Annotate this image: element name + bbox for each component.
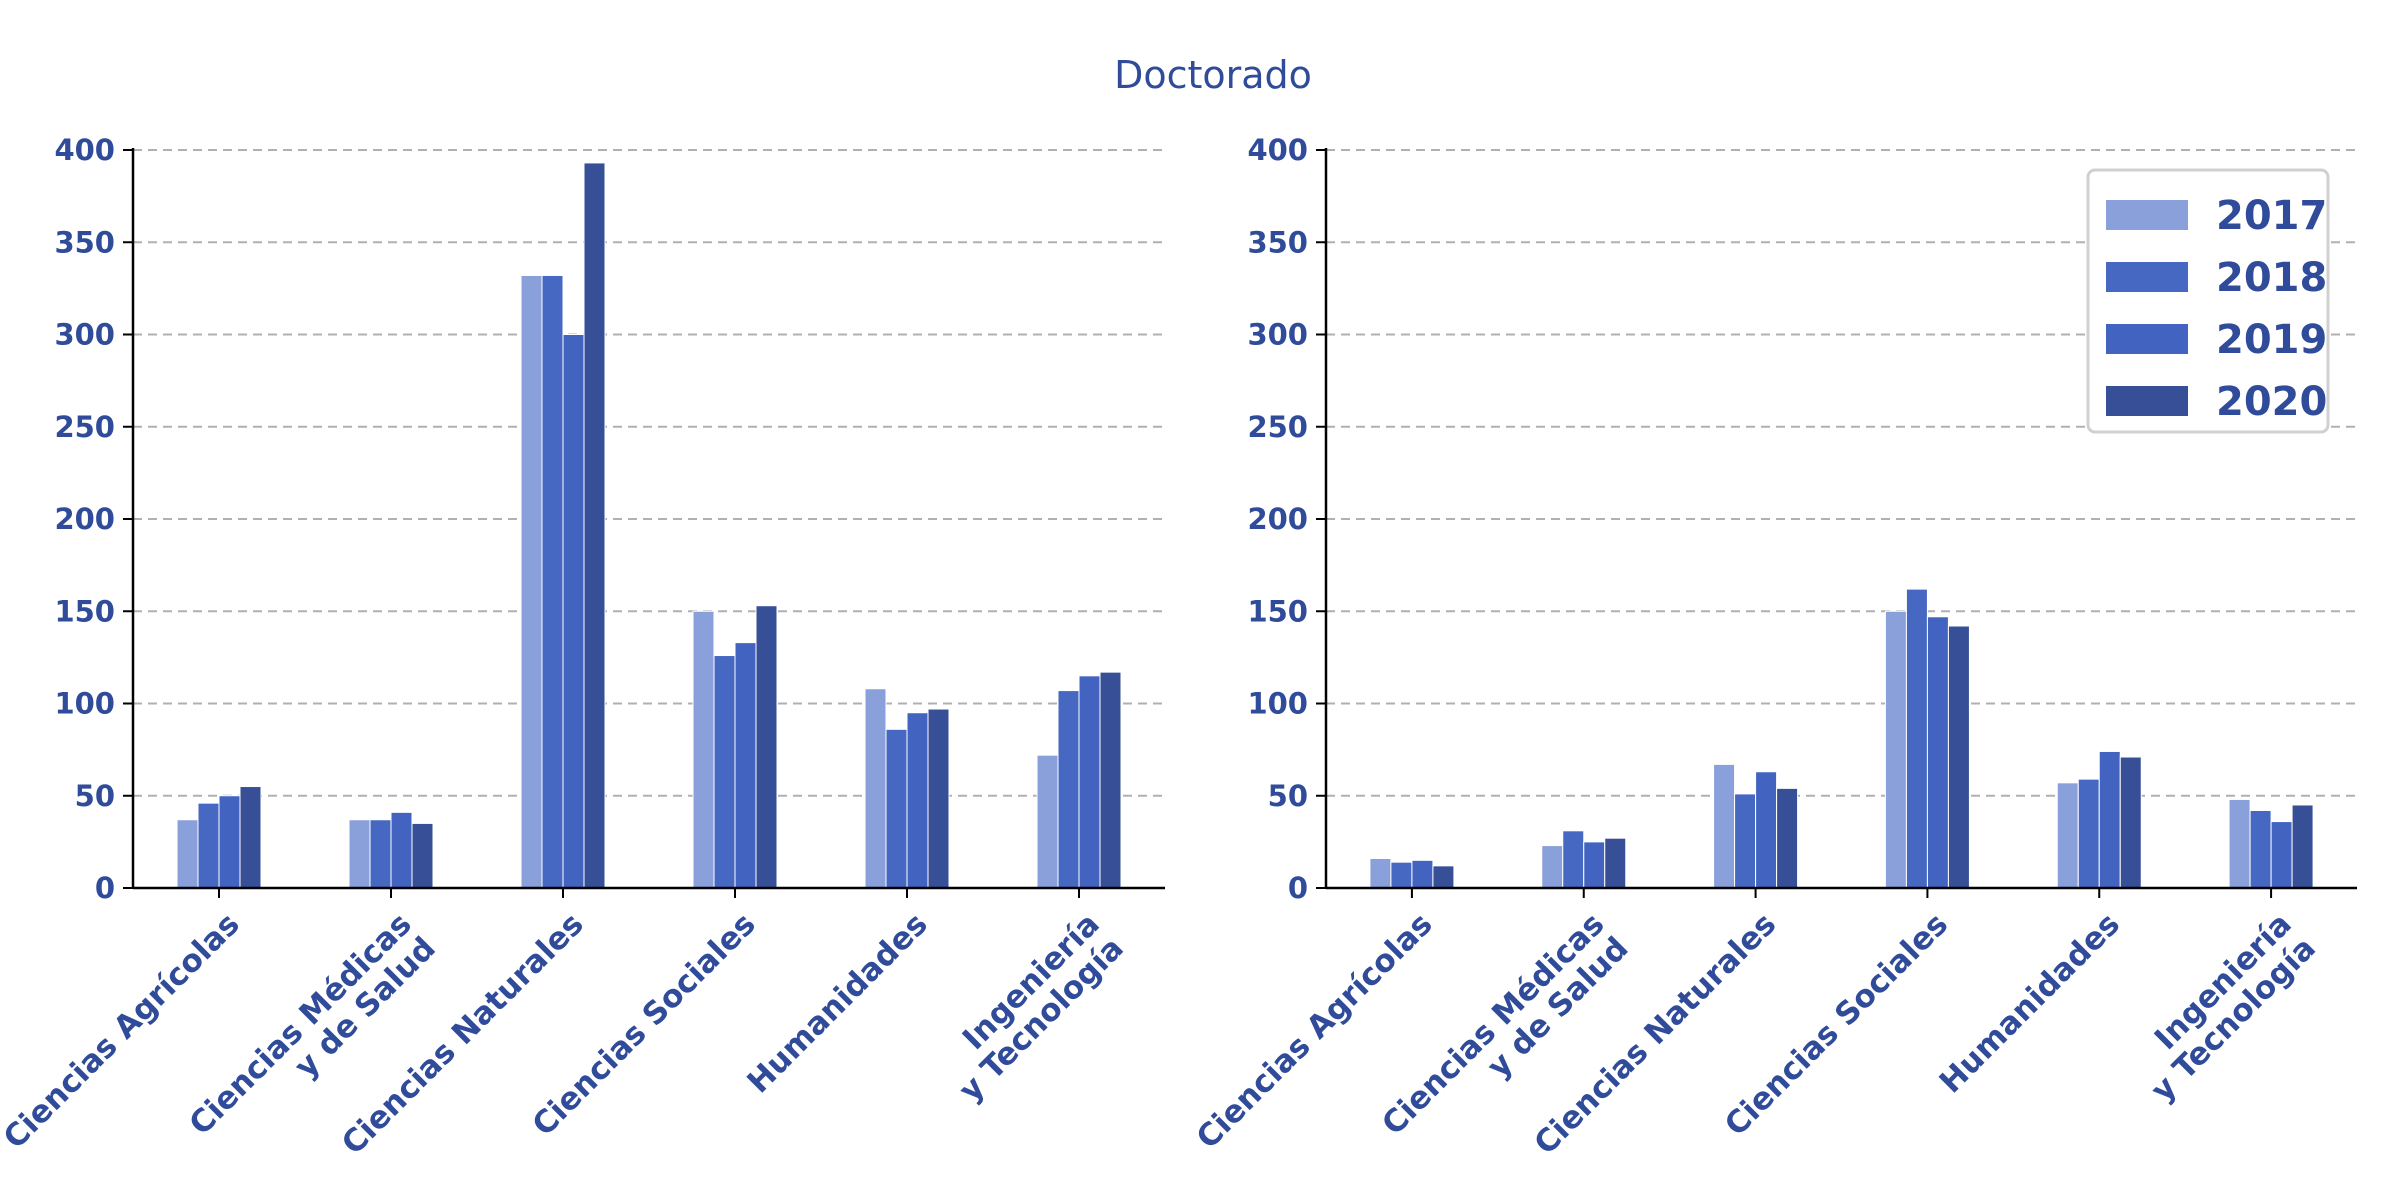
y-tick-label: 50 (75, 779, 115, 813)
bar-2017 (520, 274, 543, 889)
legend-label-2017: 2017 (2216, 193, 2327, 239)
bar-2019 (1078, 675, 1101, 889)
bar-2019 (1411, 859, 1434, 889)
bar-2019 (218, 795, 241, 889)
x-tick-label: Ingenieríay Tecnología (928, 906, 1131, 1109)
bar-2018 (1905, 588, 1928, 889)
bar-2018 (1390, 861, 1413, 889)
legend-swatch-2017 (2106, 200, 2188, 230)
y-tick-label: 150 (1247, 594, 1308, 628)
legend-swatch-2018 (2106, 262, 2188, 292)
y-tick-label: 200 (54, 502, 115, 536)
bar-2020 (1776, 787, 1799, 889)
y-tick-labels: 0 50 100 150 200 250 300 350 400 (1247, 133, 1326, 905)
bar-2020 (583, 162, 606, 889)
bar-2017 (2228, 798, 2251, 889)
panel-left: 0 50 100 150 200 250 300 350 400 Ciencias Agrícol… (0, 133, 1165, 1162)
bar-2020 (411, 822, 434, 889)
bar-2018 (197, 802, 220, 889)
bar-2017 (1036, 754, 1059, 889)
legend-swatch-2020 (2106, 386, 2188, 416)
bar-2020 (2291, 804, 2314, 889)
bar-2018 (1734, 793, 1757, 889)
bar-2018 (541, 274, 564, 889)
y-tick-label: 200 (1247, 502, 1308, 536)
bar-2017 (348, 819, 371, 889)
bar-2020 (239, 786, 262, 889)
bar-2019 (2270, 821, 2293, 889)
x-tick-label: Humanidades (1933, 906, 2127, 1100)
bar-2017 (692, 610, 715, 889)
y-tick-label: 150 (54, 594, 115, 628)
legend-swatch-2019 (2106, 324, 2188, 354)
y-tick-label: 400 (54, 133, 115, 167)
bar-2020 (1432, 865, 1455, 889)
bar-2018 (885, 728, 908, 889)
legend-label-2020: 2020 (2216, 379, 2327, 425)
chart-legend: 2017 2018 2019 2020 (2086, 168, 2330, 434)
bar-2019 (734, 642, 757, 889)
bar-2020 (1099, 671, 1122, 889)
y-tick-label: 400 (1247, 133, 1308, 167)
bar-2019 (1583, 841, 1606, 889)
bars (176, 162, 1122, 889)
bar-2019 (2098, 750, 2121, 889)
bar-2020 (1604, 837, 1627, 889)
y-tick-labels: 0 50 100 150 200 250 300 350 400 (54, 133, 133, 905)
y-tick-label: 300 (54, 318, 115, 352)
y-tick-label: 350 (54, 225, 115, 259)
y-tick-label: 350 (1247, 225, 1308, 259)
bar-2018 (2249, 810, 2272, 889)
bar-2018 (1562, 830, 1585, 889)
bar-2019 (906, 712, 929, 889)
y-tick-label: 50 (1268, 779, 1308, 813)
bar-2017 (1713, 763, 1736, 889)
y-tick-label: 100 (54, 687, 115, 721)
bar-2018 (369, 819, 392, 889)
bar-2017 (1541, 845, 1564, 889)
y-tick-label: 0 (1288, 871, 1308, 905)
chart-panels: 0 50 100 150 200 250 300 350 400 Ciencias Agrícol… (0, 133, 2357, 1162)
bar-2019 (390, 811, 413, 889)
y-tick-label: 0 (95, 871, 115, 905)
y-tick-label: 300 (1247, 318, 1308, 352)
y-tick-label: 250 (54, 410, 115, 444)
bar-2019 (562, 334, 585, 889)
bar-2020 (755, 605, 778, 889)
bar-2017 (1884, 610, 1907, 889)
y-tick-label: 100 (1247, 687, 1308, 721)
legend-label-2019: 2019 (2216, 317, 2327, 363)
bar-2019 (1755, 771, 1778, 889)
bar-2020 (927, 708, 950, 889)
bars (1369, 588, 2314, 889)
bar-2017 (2056, 782, 2079, 889)
bar-2017 (176, 819, 199, 889)
legend-label-2018: 2018 (2216, 255, 2327, 301)
bar-2020 (1947, 625, 1970, 889)
chart-title: Doctorado (1114, 53, 1312, 97)
bar-2018 (1057, 690, 1080, 889)
bar-2017 (864, 688, 887, 889)
bar-2019 (1926, 616, 1949, 889)
bar-2018 (713, 655, 736, 889)
x-tick-label: Ingenieríay Tecnología (2120, 906, 2323, 1109)
bar-2020 (2119, 756, 2142, 889)
y-tick-label: 250 (1247, 410, 1308, 444)
gridlines (133, 149, 1165, 797)
legend-frame (2086, 168, 2330, 434)
bar-2017 (1369, 857, 1392, 889)
x-tick-label: Humanidades (740, 906, 934, 1100)
bar-2018 (2077, 778, 2100, 889)
